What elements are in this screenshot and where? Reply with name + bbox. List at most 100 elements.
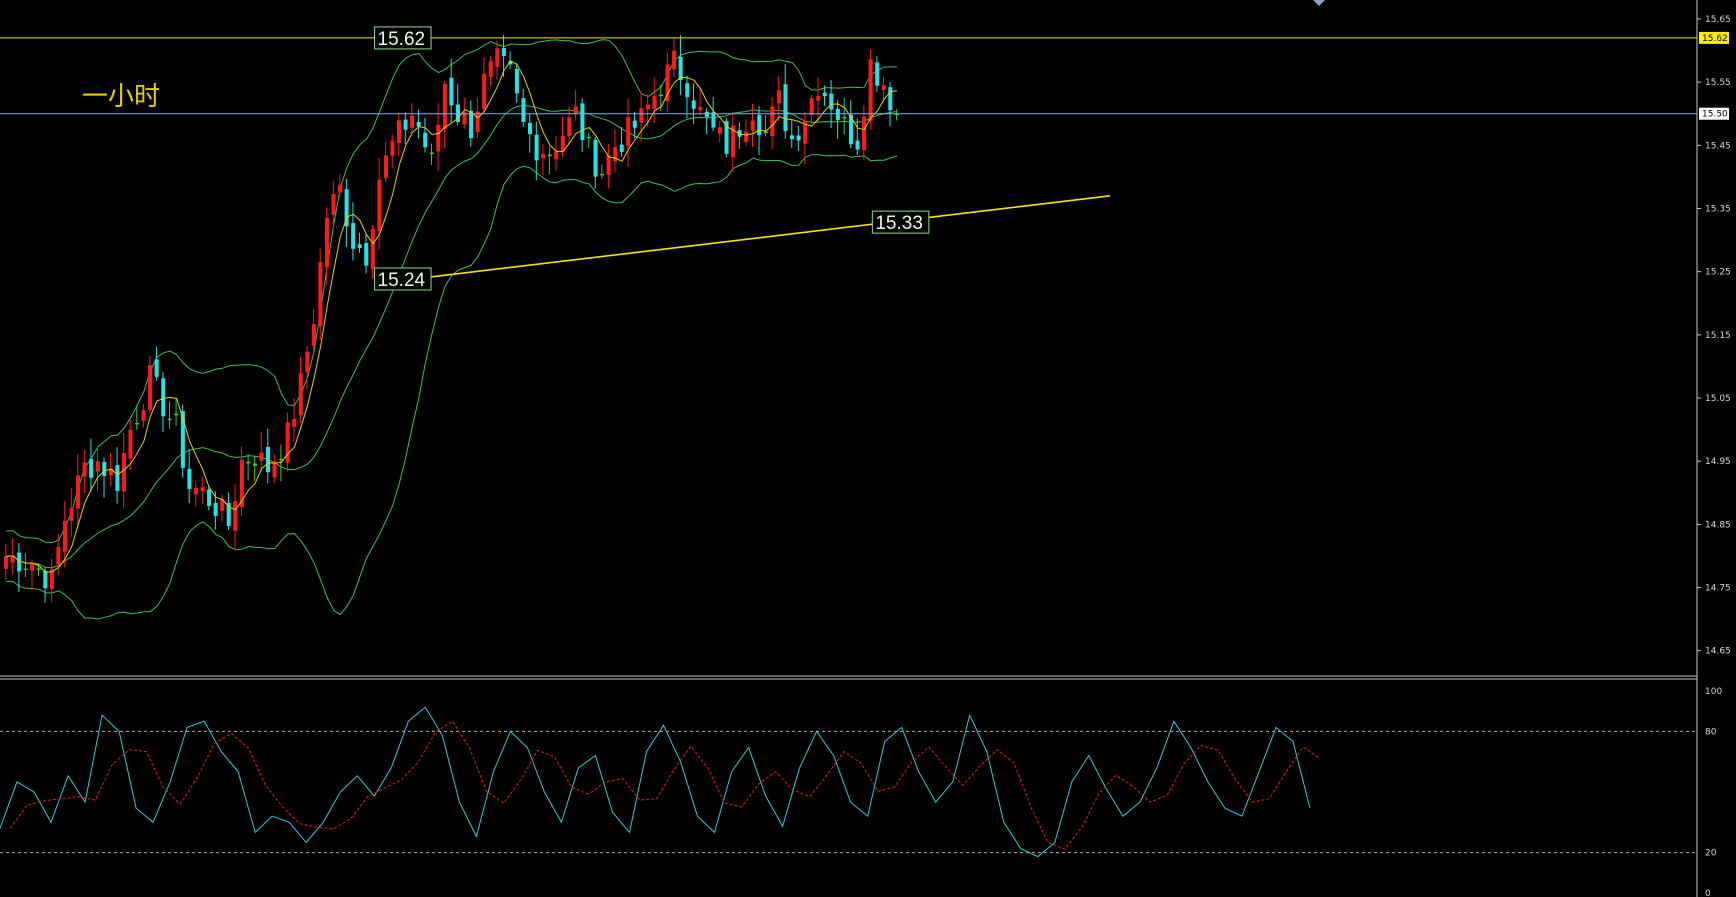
candle-body [501,47,506,57]
candle [62,500,67,568]
candle [586,132,591,148]
candle [632,111,637,139]
candle [547,146,552,175]
candle-body [377,179,382,232]
candle-body [868,59,873,122]
candle-body [17,552,22,572]
candle [449,58,454,123]
candle [495,40,500,80]
candle-body [357,244,362,248]
price-pane[interactable] [4,34,899,620]
candle-body [862,116,867,150]
candle-body [803,120,808,144]
candle [842,98,847,135]
stochastic-d-line [9,720,1321,850]
candle-body [36,568,41,570]
candle [23,553,28,578]
candle [613,129,618,173]
stochastic-pane[interactable] [0,706,1697,858]
candle-body [56,546,61,565]
stochastic-tick-label: 20 [1705,849,1717,859]
candle-body [416,121,421,127]
candle [521,88,526,128]
candle-body [593,139,598,177]
candle-body [193,488,198,495]
candle [239,446,244,516]
candle-body [632,120,637,128]
candle-body [279,458,284,461]
candle-body [881,85,886,90]
candle-body [678,56,683,81]
candle-body [311,324,316,346]
candle-body [835,108,840,121]
candle-body [82,462,87,477]
candle-body [475,111,480,133]
candle-body [645,104,650,110]
candle [324,207,329,286]
support-level-label-1: 15.24 [374,267,432,291]
price-tick-label: 15.45 [1705,141,1731,151]
candle [488,55,493,87]
candle [783,64,788,139]
candle-body [541,154,546,159]
candle [128,419,133,471]
candle-body [429,152,434,154]
price-tick-label: 14.95 [1705,457,1731,467]
candle [187,448,192,503]
candle-body [135,422,140,425]
candle [423,117,428,153]
candle [292,398,297,442]
candle [233,484,238,551]
candle [135,407,140,430]
candle [161,371,166,432]
candle [43,567,48,603]
candle-body [121,452,126,492]
candle-body [586,136,591,139]
support-level-label-2: 15.33 [871,210,930,234]
candle-body [685,83,690,98]
candle [89,438,94,492]
candle-body [514,68,519,94]
candle [266,428,271,484]
candle [796,125,801,152]
candle [462,97,467,129]
candle-body [770,106,775,137]
moving-average-line [6,60,898,573]
annotations: 15.62 15.24 15.33 [0,0,1697,291]
candle [338,174,343,198]
candle-body [161,378,166,417]
candle-body [364,243,369,266]
candle-body [482,73,487,110]
bollinger-middle-band [6,104,898,569]
candle [76,453,81,529]
candle-body [370,229,375,269]
candle [534,121,539,181]
candle [141,403,146,428]
candle-body [410,115,415,128]
candle-body [816,95,821,101]
candle-body [23,568,28,571]
candle [626,98,631,167]
candle [174,399,179,426]
price-tick-label: 14.65 [1705,647,1731,657]
candle-body [148,365,153,410]
candle-body [167,418,172,421]
candle-body [829,93,834,110]
candle-body [10,555,15,563]
candle [207,485,212,511]
candle-body [848,114,853,145]
candle [704,108,709,135]
candle-body [528,123,533,135]
candle-body [731,125,736,158]
candle [331,180,336,228]
candle [600,164,605,179]
candle [357,232,362,253]
candle-body [580,103,585,141]
candle [469,100,474,147]
candle-body [783,84,788,132]
candle-body [875,62,880,86]
support-level-label-1-box [374,267,432,291]
candle [770,97,775,149]
candle [4,544,9,580]
